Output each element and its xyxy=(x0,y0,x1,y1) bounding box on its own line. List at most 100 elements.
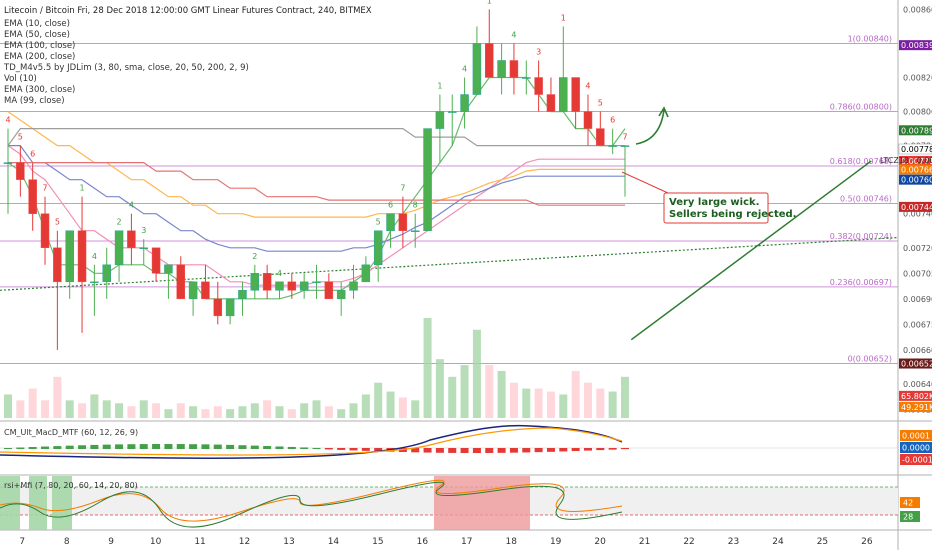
time-tick-10: 17 xyxy=(461,537,472,547)
rsi-title: rsi+Mfi (7, 80, 20, 60, 14, 20, 80) xyxy=(4,481,138,490)
volume-bar-29 xyxy=(361,394,370,418)
td-count-19: 4 xyxy=(511,30,516,39)
candle-body-20 xyxy=(250,273,260,291)
price-axis: 0.008600.008400.008200.008000.007800.007… xyxy=(880,5,932,414)
chart-title: Litecoin / Bitcoin Fri, 28 Dec 2018 12:0… xyxy=(4,6,372,16)
indicator-label-3: EMA (200, close) xyxy=(4,52,75,62)
indicator-label-1: EMA (50, close) xyxy=(4,30,70,40)
rsi-mfi-pane: rsi+Mfi (7, 80, 20, 60, 14, 20, 80) 42 28 xyxy=(0,476,920,530)
volume-bar-48 xyxy=(596,388,605,418)
macd-hist-40 xyxy=(497,448,506,453)
macd-hist-2 xyxy=(28,447,37,449)
volume-bar-19 xyxy=(238,406,247,418)
volume-bar-4 xyxy=(53,376,62,418)
macd-hist-25 xyxy=(312,447,321,449)
time-axis: 7 8 9 10 11 12 13 14 15 16 17 18 19 20 21 22 23 24 25 26 xyxy=(19,537,873,547)
candle-body-30 xyxy=(373,230,383,266)
candle-body-15 xyxy=(188,281,198,300)
macd-hist-16 xyxy=(201,444,210,449)
macd-hist-8 xyxy=(102,444,111,449)
indicator-label-0: EMA (10, close) xyxy=(4,19,70,29)
candle-body-50 xyxy=(620,145,630,147)
volume-bar-21 xyxy=(263,400,272,418)
green-trendline xyxy=(630,160,872,341)
volume-bar-25 xyxy=(312,400,321,418)
fibonacci-levels: 1(0.00840) 0.786(0.00800) 0.618(0.00768) 0.… xyxy=(0,34,898,365)
candle-body-1 xyxy=(16,162,25,180)
volume-bar-11 xyxy=(139,400,148,418)
time-tick-14: 21 xyxy=(639,537,650,547)
time-tick-16: 23 xyxy=(728,537,739,547)
candle-body-48 xyxy=(596,128,605,146)
mfi-line xyxy=(0,481,623,528)
td-count-20: 3 xyxy=(536,47,541,56)
volume-bar-20 xyxy=(250,403,259,418)
price-badge-box-2 xyxy=(898,143,932,155)
macd-hist-14 xyxy=(176,444,185,449)
rsi-oversold-zone-1 xyxy=(29,476,47,530)
macd-hist-50 xyxy=(621,448,629,450)
candle-body-22 xyxy=(275,281,284,291)
annotation-pointer xyxy=(621,171,669,194)
volume-bar-5 xyxy=(65,400,74,418)
price-badge-5: 0.00766 xyxy=(901,165,932,174)
macd-hist-27 xyxy=(337,448,346,450)
candle-body-3 xyxy=(40,213,50,249)
candle-body-18 xyxy=(225,298,235,317)
price-badge-6: 0.00760 xyxy=(901,176,932,185)
td-count-0: 4 xyxy=(5,116,10,125)
macd-hist-45 xyxy=(559,448,568,452)
macd-hist-1 xyxy=(16,447,25,449)
candles xyxy=(3,9,630,350)
volume-bar-49 xyxy=(608,391,617,418)
macd-hist-35 xyxy=(435,448,444,453)
candle-body-44 xyxy=(546,94,556,112)
dotted-trendline xyxy=(0,236,899,291)
macd-hist-5 xyxy=(65,445,74,449)
candle-body-21 xyxy=(262,273,272,291)
td-count-2: 6 xyxy=(30,150,35,159)
annotation-box xyxy=(663,192,769,224)
macd-hist-0 xyxy=(4,448,12,449)
td-count-25: 7 xyxy=(622,133,627,142)
candle-body-11 xyxy=(139,247,148,250)
trendlines xyxy=(0,160,899,341)
indicator-label-2: EMA (100, close) xyxy=(4,41,75,51)
rsi-badge-0 xyxy=(900,497,920,508)
volume-bar-3 xyxy=(41,400,50,418)
time-tick-1: 8 xyxy=(64,537,70,547)
volume-bar-0 xyxy=(4,394,12,418)
volume-bar-42 xyxy=(522,388,531,418)
macd-hist-42 xyxy=(522,448,531,453)
volume-bar-6 xyxy=(78,403,87,418)
volume-bar-46 xyxy=(571,370,580,418)
macd-hist-9 xyxy=(115,444,124,449)
candle-body-41 xyxy=(509,60,519,78)
candle-body-45 xyxy=(559,77,568,112)
candle-body-47 xyxy=(583,111,593,129)
volume-bar-36 xyxy=(448,376,457,418)
volume-bar-18 xyxy=(226,409,235,418)
volume-bar-38 xyxy=(472,329,481,418)
candle-body-14 xyxy=(176,264,186,300)
rsi-badge-text-0: 42 xyxy=(903,499,913,508)
price-badge-3: 0.00771 xyxy=(901,157,932,166)
price-badge-8: 0.00652 xyxy=(901,360,932,369)
ma-line-5 xyxy=(7,128,625,147)
td-count-11: 4 xyxy=(277,269,282,278)
macd-hist-36 xyxy=(448,448,457,453)
time-tick-3: 10 xyxy=(150,537,162,547)
candle-body-19 xyxy=(238,290,247,300)
candle-body-31 xyxy=(386,213,395,231)
annotation-text-1: Sellers being rejected. xyxy=(669,209,797,220)
macd-hist-17 xyxy=(213,444,222,449)
fib-label-0: 1(0.00840) xyxy=(848,34,892,43)
td-count-22: 4 xyxy=(585,82,590,91)
volume-bar-44 xyxy=(546,391,555,418)
volume-bar-34 xyxy=(423,318,432,418)
candle-body-8 xyxy=(102,264,111,283)
annotation-text-0: Very large wick. xyxy=(669,197,759,208)
